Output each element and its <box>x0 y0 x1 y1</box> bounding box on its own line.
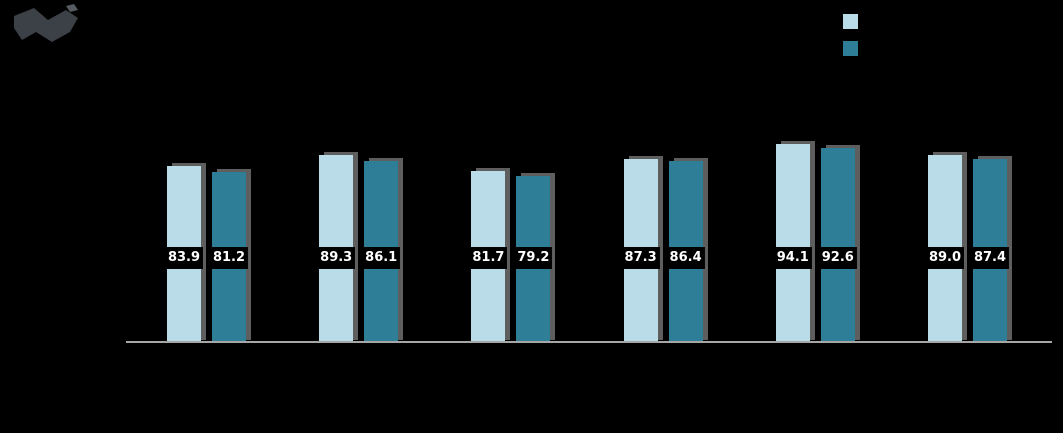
bar-value-label: 89.3 <box>317 247 356 269</box>
x-axis-line <box>126 341 1052 343</box>
logo-shape-accent <box>66 4 78 12</box>
bar-value-label: 87.4 <box>970 247 1010 269</box>
bar-series-1-group-5 <box>776 144 810 343</box>
legend-swatch-series-2 <box>843 41 858 56</box>
bar-value-label: 94.1 <box>773 247 812 269</box>
logo <box>14 4 78 42</box>
bar-series-2-group-5 <box>821 148 855 343</box>
bar-value-label: 79.2 <box>514 247 553 269</box>
logo-shape-main <box>14 8 78 42</box>
bar-value-label: 81.2 <box>209 247 249 269</box>
bar-value-label: 86.4 <box>666 247 705 269</box>
bar-value-label: 89.0 <box>925 247 965 269</box>
bar-value-label: 86.1 <box>362 247 401 269</box>
bar-value-label: 92.6 <box>818 247 857 269</box>
bar-value-label: 83.9 <box>164 247 204 269</box>
legend-swatch-series-1 <box>843 14 858 29</box>
bar-value-label: 81.7 <box>469 247 508 269</box>
bar-value-label: 87.3 <box>621 247 660 269</box>
